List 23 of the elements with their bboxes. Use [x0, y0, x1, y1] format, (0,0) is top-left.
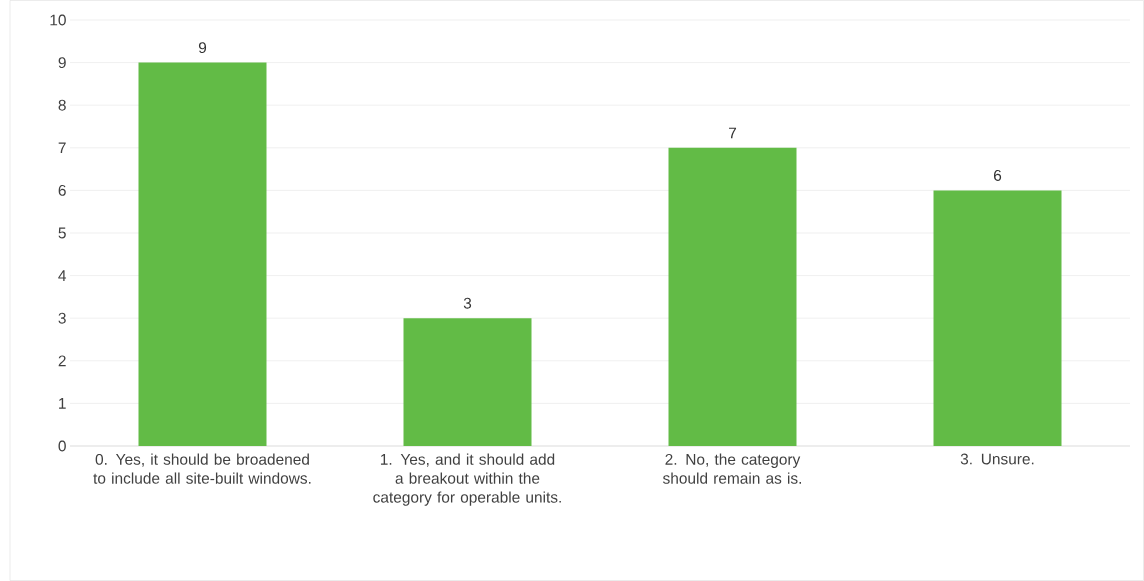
- y-tick-label: 3: [58, 312, 66, 324]
- y-tick-label: 10: [50, 14, 66, 26]
- x-tick-label: 2. No, the category should remain as is.: [662, 453, 801, 484]
- x-tick-label: 0. Yes, it should be broadened to include all site-built windows.: [93, 453, 311, 484]
- y-tick-label: 5: [58, 227, 66, 239]
- y-tick-label: 6: [58, 184, 66, 196]
- data-label: 7: [729, 127, 737, 139]
- y-tick-label: 9: [58, 57, 66, 69]
- y-tick-label: 7: [58, 142, 66, 154]
- y-tick-label: 2: [58, 355, 66, 367]
- data-label: 9: [198, 42, 207, 54]
- data-label: 3: [463, 297, 472, 309]
- x-tick-label: 1. Yes, and it should add a breakout within the category for operable units.: [373, 453, 561, 506]
- y-tick-label: 1: [59, 398, 66, 409]
- y-tick-label: 4: [58, 270, 67, 281]
- y-tick-label: 8: [58, 99, 66, 111]
- bar: [933, 190, 1062, 446]
- x-tick-label: 3. Unsure.: [960, 453, 1034, 465]
- bar: [138, 62, 267, 446]
- bar: [668, 147, 797, 446]
- y-tick-label: 0: [58, 440, 66, 452]
- bar: [403, 318, 532, 446]
- data-label: 6: [993, 169, 1002, 181]
